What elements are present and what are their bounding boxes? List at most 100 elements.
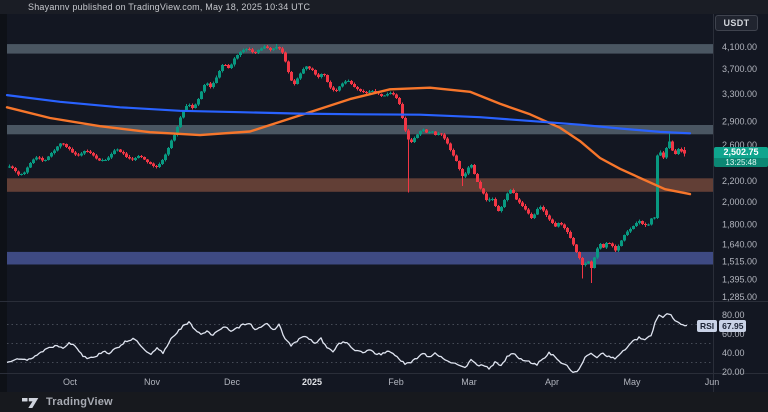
candle-body [419, 131, 422, 135]
candle-body [380, 93, 383, 96]
candle-body [401, 103, 404, 118]
price-tick-label: 1,285.00 [722, 292, 757, 302]
ma-orange-line [5, 86, 692, 196]
tradingview-brand-text[interactable]: TradingView [46, 396, 113, 408]
candle-body [173, 135, 176, 141]
last-price-label: 2,502.75 13:25:48 [714, 147, 768, 167]
price-axis[interactable]: 4,100.00 3,700.00 3,300.00 2,900.00 2,600.00… [722, 42, 757, 377]
candle-body [374, 90, 377, 93]
candle-body [614, 245, 617, 251]
candle-body [599, 244, 602, 249]
candle-body [146, 159, 149, 163]
candle-body [95, 155, 98, 159]
price-tick-label: 1,800.00 [722, 220, 757, 230]
candle-body [551, 219, 554, 223]
candle-body [362, 90, 365, 92]
time-axis[interactable]: Oct Nov Dec 2025 Feb Mar Apr May Jun [63, 377, 719, 387]
candle-body [509, 189, 512, 194]
candle-body [299, 73, 302, 79]
candle-body [515, 193, 518, 200]
footer-bar: TradingView [0, 392, 768, 412]
candle-body [644, 224, 647, 226]
candle-body [251, 49, 254, 52]
candle-body [668, 141, 671, 149]
candle-body [203, 85, 206, 92]
time-tick-label: 2025 [302, 377, 322, 387]
candle-body [215, 77, 218, 83]
candle-body [152, 163, 155, 166]
candle-body [317, 74, 320, 78]
candle-body [110, 154, 113, 158]
candle-body [548, 215, 551, 220]
candle-body [425, 129, 428, 133]
candle-body [194, 104, 197, 108]
candle-body [650, 218, 653, 225]
candle-body [659, 152, 662, 156]
rsi-line [6, 313, 688, 374]
candle-body [638, 220, 641, 224]
candle-body [350, 81, 353, 84]
candle-body [158, 164, 161, 167]
tradingview-logo-icon[interactable] [22, 396, 40, 408]
bar-countdown: 13:25:48 [714, 158, 768, 167]
candle-body [263, 46, 266, 49]
candle-body [455, 155, 458, 162]
candle-body [323, 73, 326, 75]
rsi-tick-label: 80.00 [722, 310, 745, 320]
candle-body [620, 240, 623, 246]
candle-body [14, 168, 17, 172]
candle-body [140, 156, 143, 158]
candle-body [569, 232, 572, 238]
candle-body [296, 78, 299, 85]
candle-body [527, 209, 530, 214]
candle-body [440, 133, 443, 135]
candle-body [371, 90, 374, 92]
candle-body [311, 68, 314, 71]
price-tick-label: 3,300.00 [722, 89, 757, 99]
candle-body [326, 75, 329, 82]
candle-body [593, 257, 596, 269]
candle-body [230, 64, 233, 68]
candle-body [332, 87, 335, 90]
candle-body [608, 243, 611, 245]
candle-body [428, 132, 431, 134]
candle-body [284, 52, 287, 62]
candle-body [287, 61, 290, 72]
candle-body [560, 223, 563, 225]
time-tick-label: May [623, 377, 641, 387]
price-tick-label: 1,640.00 [722, 240, 757, 250]
candle-body [104, 160, 107, 161]
candle-body [347, 81, 350, 82]
candle-body [86, 150, 89, 152]
candle-body [266, 46, 269, 48]
candle-body [611, 243, 614, 246]
chart-left-margin [0, 14, 7, 392]
candle-body [467, 167, 470, 174]
candle-body [278, 47, 281, 49]
candle-body [563, 224, 566, 228]
candle-body [233, 58, 236, 65]
candle-body [290, 71, 293, 81]
candle-body [554, 223, 557, 227]
candle-body [26, 167, 29, 173]
candle-body [392, 93, 395, 95]
candle-body [572, 237, 575, 245]
last-price-value: 2,502.75 [723, 147, 759, 157]
candle-body [545, 210, 548, 216]
candle-body [500, 206, 503, 211]
price-tick-label: 1,395.00 [722, 274, 757, 284]
candle-body [155, 165, 158, 167]
candle-body [11, 166, 14, 168]
candle-body [272, 48, 275, 51]
rsi-pane [6, 313, 713, 374]
candle-body [164, 154, 167, 160]
candle-body [149, 162, 152, 164]
candle-body [308, 66, 311, 69]
candle-body [422, 129, 425, 131]
currency-button[interactable]: USDT [715, 15, 758, 31]
candle-body [218, 71, 221, 78]
candle-body [62, 143, 65, 145]
candle-body [635, 223, 638, 227]
candle-body [53, 150, 56, 154]
